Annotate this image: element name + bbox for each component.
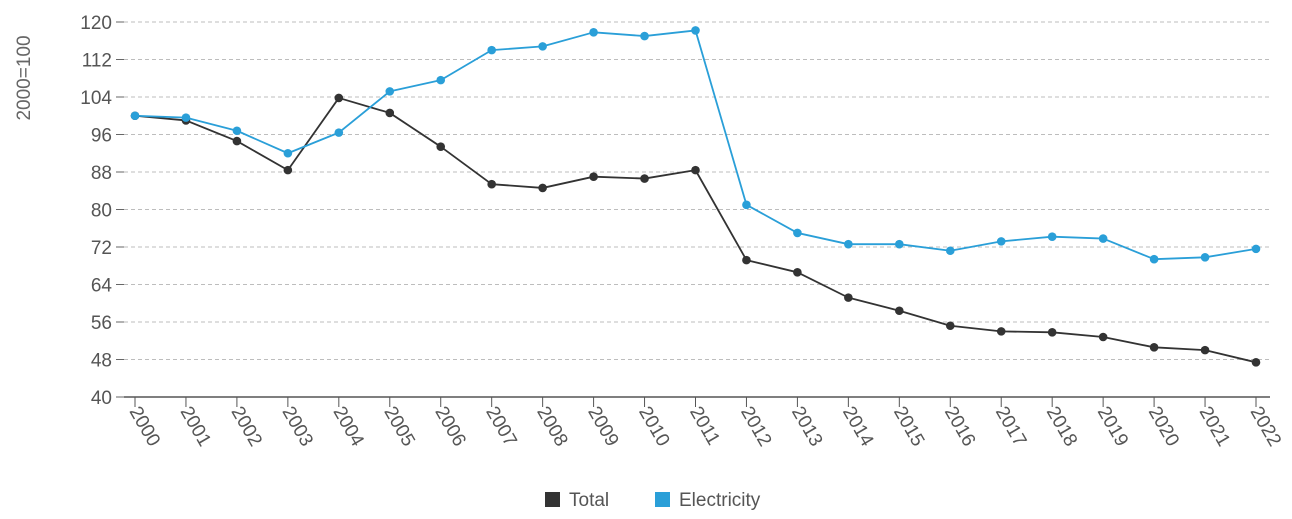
- legend-item-total: Total: [545, 490, 609, 511]
- y-tick-label: 112: [82, 51, 112, 72]
- data-point: [538, 42, 547, 51]
- y-tick-label: 72: [91, 238, 112, 259]
- gridlines: [124, 21, 1270, 360]
- series-line: [134, 29, 1257, 261]
- legend-label: Electricity: [679, 490, 761, 511]
- y-tick-label: 40: [91, 388, 112, 409]
- x-tick-label: 2010: [634, 403, 673, 450]
- x-tick-label: 2009: [583, 403, 622, 450]
- series-line: [134, 97, 1257, 364]
- x-tick-label: 2011: [685, 403, 724, 449]
- y-tick-label: 56: [91, 313, 112, 334]
- data-point: [232, 126, 242, 136]
- x-tick-label: 2017: [991, 403, 1030, 450]
- y-tick-label: 48: [91, 351, 112, 372]
- data-point: [1251, 244, 1261, 254]
- data-point: [1047, 328, 1057, 337]
- series-electricity: [130, 26, 1261, 264]
- x-tick-label: 2012: [736, 403, 775, 450]
- x-tick-label: 2020: [1144, 403, 1183, 450]
- data-point: [385, 87, 395, 96]
- data-point: [1200, 253, 1210, 262]
- data-point: [181, 113, 191, 122]
- data-point: [334, 128, 344, 137]
- data-point: [691, 26, 700, 35]
- data-point: [895, 239, 904, 249]
- data-point: [793, 228, 802, 238]
- x-tick-label: 2014: [838, 403, 878, 450]
- x-tick-label: 2007: [481, 403, 520, 450]
- x-tick-label: 2013: [787, 403, 826, 450]
- data-point: [1149, 254, 1159, 264]
- data-point: [691, 165, 700, 175]
- series-group: [130, 26, 1261, 367]
- data-point: [793, 268, 802, 277]
- data-point: [487, 179, 496, 189]
- data-point: [1098, 332, 1108, 342]
- x-tick-label: 2004: [328, 403, 368, 450]
- data-point: [844, 293, 853, 302]
- data-point: [130, 111, 140, 121]
- data-point: [895, 306, 904, 316]
- x-tick-label: 2021: [1195, 403, 1234, 450]
- data-point: [1047, 232, 1057, 241]
- x-tick-label: 2016: [940, 403, 979, 450]
- x-tick-label: 2018: [1042, 403, 1081, 450]
- data-point: [436, 75, 446, 85]
- x-tick-label: 2019: [1093, 403, 1132, 450]
- data-point: [589, 28, 598, 37]
- legend-label: Total: [569, 490, 609, 511]
- x-tick-label: 2000: [125, 403, 164, 450]
- data-point: [1200, 345, 1210, 355]
- data-point: [385, 108, 395, 118]
- x-tick-label: 2001: [176, 403, 215, 450]
- y-tick-label: 88: [91, 163, 112, 184]
- data-point: [640, 31, 649, 41]
- y-tick-label: 80: [91, 201, 112, 222]
- legend-swatch: [655, 492, 670, 507]
- data-point: [945, 321, 955, 331]
- data-point: [640, 174, 649, 183]
- x-tick-label: 2022: [1246, 403, 1285, 450]
- data-point: [487, 45, 496, 55]
- data-point: [589, 172, 598, 181]
- legend-item-electricity: Electricity: [655, 490, 761, 511]
- y-tick-label: 104: [80, 88, 112, 109]
- data-point: [538, 183, 547, 193]
- data-point: [436, 142, 446, 151]
- data-point: [1149, 343, 1159, 352]
- x-tick-label: 2015: [889, 403, 928, 450]
- data-point: [334, 93, 344, 103]
- y-tick-label: 64: [91, 276, 113, 297]
- axes: 40 48 56 64 72 80 88 96 104 112 120 2000 2001 2002 200…: [80, 13, 1285, 450]
- data-point: [742, 200, 751, 210]
- data-point: [1098, 234, 1108, 243]
- x-tick-label: 2006: [430, 403, 469, 450]
- data-point: [283, 148, 293, 158]
- data-point: [232, 136, 242, 146]
- data-point: [945, 246, 955, 256]
- y-tick-label: 120: [80, 13, 112, 34]
- data-point: [996, 327, 1006, 336]
- data-point: [283, 165, 293, 175]
- x-tick-label: 2005: [379, 403, 418, 450]
- data-point: [844, 239, 853, 249]
- y-tick-label: 96: [91, 126, 112, 147]
- x-tick-label: 2008: [532, 403, 571, 450]
- x-tick-label: 2002: [227, 403, 266, 450]
- data-point: [742, 255, 751, 265]
- data-point: [1251, 358, 1261, 367]
- x-tick-label: 2003: [278, 403, 317, 450]
- y-axis-title: 2000=100: [14, 35, 35, 120]
- legend-swatch: [545, 492, 560, 507]
- data-point: [996, 237, 1006, 246]
- legend: Total Electricity: [545, 490, 761, 511]
